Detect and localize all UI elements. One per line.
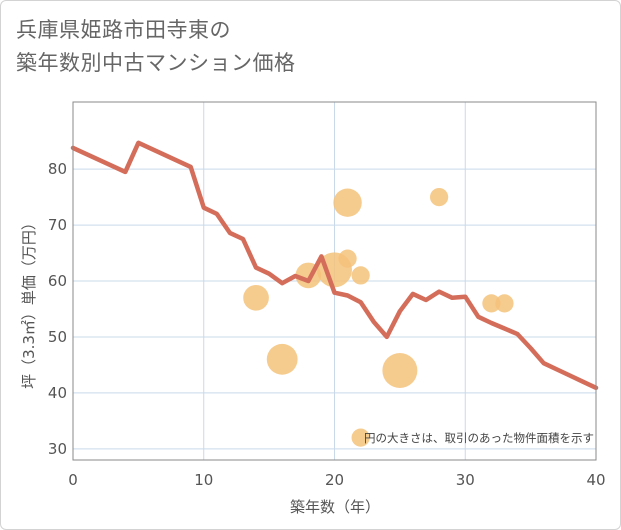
transaction-bubble bbox=[495, 294, 514, 313]
x-axis-label: 築年数（年） bbox=[290, 498, 380, 516]
average-price-line bbox=[70, 140, 599, 391]
y-tick-label: 60 bbox=[48, 272, 67, 290]
transaction-bubble bbox=[382, 353, 418, 388]
x-tick-labels: 0 10 20 30 40 bbox=[68, 471, 605, 489]
axes bbox=[72, 101, 597, 461]
x-tick-label: 10 bbox=[194, 471, 213, 489]
y-tick-label: 50 bbox=[48, 328, 67, 346]
y-tick-labels: 30 40 50 60 70 80 bbox=[48, 160, 67, 458]
grid-lines bbox=[73, 102, 596, 460]
transaction-bubble bbox=[351, 266, 370, 285]
bubble-size-note: 円の大きさは、取引のあった物件面積を示す bbox=[364, 431, 594, 445]
x-tick-label: 30 bbox=[456, 471, 475, 489]
y-tick-label: 80 bbox=[48, 160, 67, 178]
x-tick-label: 20 bbox=[325, 471, 344, 489]
transaction-bubble bbox=[430, 187, 449, 207]
chart-title-line-1: 兵庫県姫路市田寺東の bbox=[16, 18, 231, 42]
y-tick-label: 70 bbox=[48, 216, 67, 234]
transaction-bubble bbox=[243, 284, 269, 311]
chart-title-line-2: 築年数別中古マンション価格 bbox=[16, 51, 296, 75]
y-axis-label: 坪（3.3㎡）単価（万円） bbox=[20, 215, 38, 389]
plot-area-border bbox=[72, 101, 597, 461]
transaction-bubble bbox=[351, 428, 370, 447]
x-tick-label: 40 bbox=[586, 471, 605, 489]
chart-title: 兵庫県姫路市田寺東の 築年数別中古マンション価格 bbox=[16, 14, 296, 80]
transaction-bubble bbox=[333, 188, 362, 217]
x-tick-label: 0 bbox=[68, 471, 78, 489]
y-tick-label: 30 bbox=[48, 440, 67, 458]
transaction-bubbles bbox=[243, 187, 514, 447]
transaction-bubble bbox=[266, 343, 298, 375]
y-tick-label: 40 bbox=[48, 384, 67, 402]
average-price-series-line bbox=[70, 140, 599, 391]
transaction-bubble bbox=[338, 249, 357, 268]
transaction-bubble bbox=[482, 294, 501, 313]
